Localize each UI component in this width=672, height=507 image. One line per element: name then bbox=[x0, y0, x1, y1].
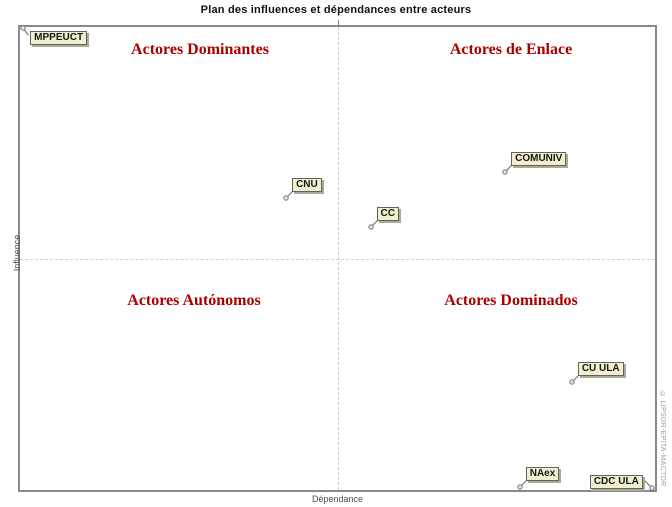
watermark-copyright: © LIPSOR-EPITA-MACTOR bbox=[659, 391, 666, 487]
actor-label-comuniv[interactable]: COMUNIV bbox=[511, 151, 567, 166]
pushpin-icon[interactable] bbox=[640, 476, 656, 492]
chart-title: Plan des influences et dépendances entre… bbox=[200, 4, 472, 16]
quadrant-label-autonomos: Actores Autónomos bbox=[127, 292, 261, 309]
actors-layer: MPPEUCT CNU CC COMUNIV CU ULA NAex CDC ULA bbox=[19, 24, 656, 492]
plot-inner: MPPEUCT CNU CC COMUNIV CU ULA NAex CDC ULA bbox=[19, 20, 656, 492]
actor-label-cc[interactable]: CC bbox=[376, 207, 399, 222]
top-center-tick bbox=[337, 20, 339, 25]
quadrant-label-dominantes: Actores Dominantes bbox=[131, 41, 269, 58]
actor-label-cnu[interactable]: CNU bbox=[292, 178, 322, 193]
quadrant-label-enlace: Actores de Enlace bbox=[449, 41, 573, 58]
actor-label-mppeuct[interactable]: MPPEUCT bbox=[30, 30, 88, 45]
actor-label-cdc-ula[interactable]: CDC ULA bbox=[589, 475, 643, 490]
actor-label-naex[interactable]: NAex bbox=[525, 467, 560, 482]
plot-frame: MPPEUCT CNU CC COMUNIV CU ULA NAex CDC ULA bbox=[18, 20, 657, 492]
y-axis-label: Influence bbox=[12, 234, 22, 271]
x-axis-label: Dépendance bbox=[311, 494, 364, 504]
actor-label-cu-ula[interactable]: CU ULA bbox=[577, 362, 624, 377]
pushpin-icon[interactable] bbox=[19, 24, 35, 40]
quadrant-label-dominados: Actores Dominados bbox=[444, 292, 578, 309]
horizontal-median-line bbox=[20, 258, 655, 260]
